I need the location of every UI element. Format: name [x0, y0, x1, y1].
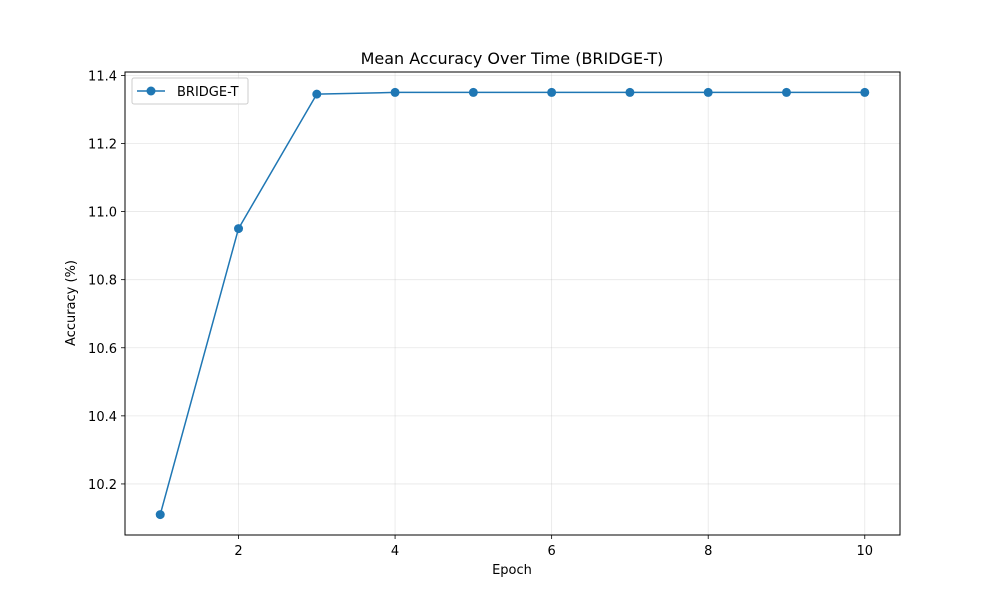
y-tick-label: 11.0: [88, 206, 117, 221]
axis-ticks: 2 4 6 8 10 10.2 10.4 10.6 10.8 11.0 11.2 11.4: [88, 69, 873, 559]
x-tick-label: 10: [856, 544, 873, 559]
data-point: [781, 87, 791, 97]
y-tick-label: 11.4: [88, 69, 117, 84]
legend-box: [131, 77, 249, 105]
data-point: [312, 89, 322, 99]
data-point: [155, 510, 165, 520]
data-point: [703, 87, 713, 97]
x-tick-label: 2: [234, 544, 242, 559]
y-tick-label: 10.6: [88, 342, 117, 357]
y-axis-label: Accuracy (%): [64, 260, 79, 346]
data-point: [390, 87, 400, 97]
data-point: [547, 87, 557, 97]
plot-area-frame: [124, 71, 901, 536]
series-layer: [155, 87, 870, 520]
legend-entry-bridge-t: BRIDGE-T: [177, 85, 239, 100]
series-line-bridge-t: [159, 91, 865, 515]
x-tick-label: 4: [391, 544, 399, 559]
data-point: [625, 87, 635, 97]
x-axis-label: Epoch: [492, 563, 532, 578]
y-tick-label: 10.2: [88, 478, 117, 493]
grid: [125, 72, 900, 535]
x-tick-label: 8: [704, 544, 712, 559]
y-tick-label: 10.8: [88, 274, 117, 289]
legend: BRIDGE-T: [131, 77, 249, 105]
y-tick-label: 11.2: [88, 137, 117, 152]
y-tick-label: 10.4: [88, 410, 117, 425]
x-tick-label: 6: [548, 544, 556, 559]
data-point: [468, 87, 478, 97]
legend-point-marker: [146, 86, 156, 96]
data-point: [860, 87, 870, 97]
chart-title: Mean Accuracy Over Time (BRIDGE-T): [361, 49, 664, 68]
data-point: [234, 224, 244, 234]
